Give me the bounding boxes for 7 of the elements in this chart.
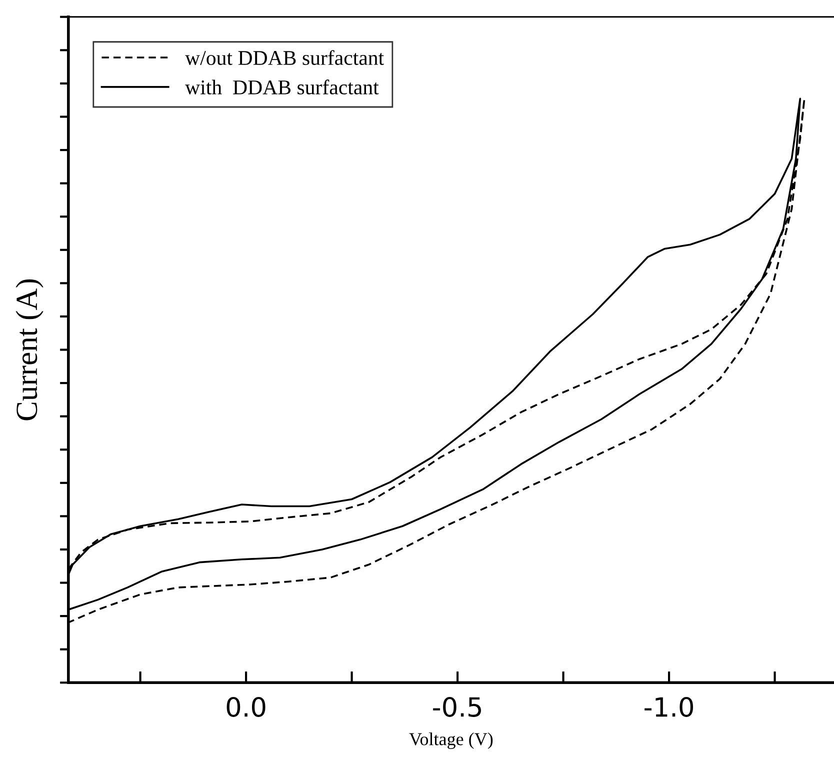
y-axis-title: Current (A) [16, 279, 44, 420]
x-axis-title: Voltage (V) [409, 732, 493, 749]
legend-label: w/out DDAB surfactant [185, 50, 384, 65]
x-tick-label: -1.0 [644, 696, 694, 717]
legend-label: with DDAB surfactant [185, 80, 379, 94]
x-tick-label: -0.5 [433, 696, 481, 717]
x-tick-label: 0.0 [226, 696, 266, 717]
